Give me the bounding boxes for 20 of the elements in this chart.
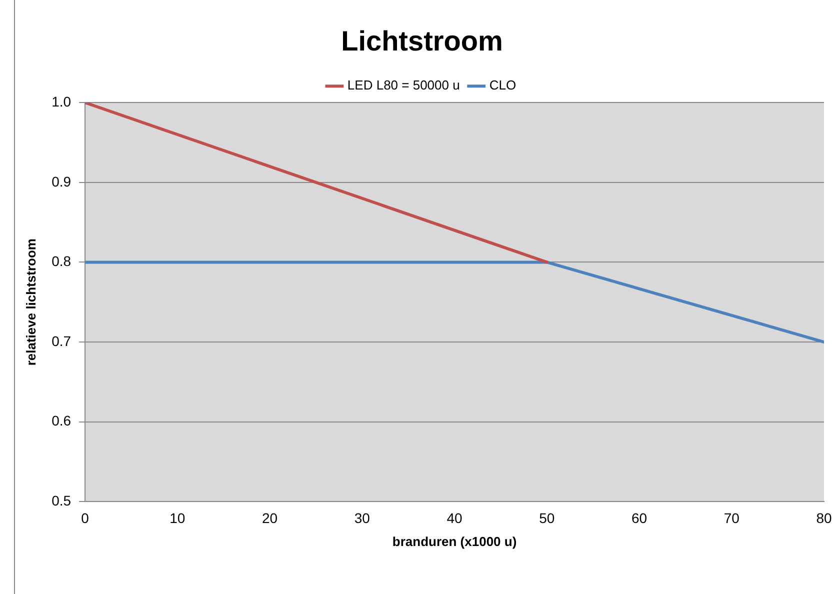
legend-label: CLO	[489, 78, 516, 93]
y-tick-label: 0.6	[52, 412, 72, 429]
chart-title: Lichtstroom	[341, 26, 503, 57]
x-tick-label: 80	[816, 510, 832, 526]
y-tick-label: 0.9	[52, 173, 72, 190]
y-tick-label: 0.8	[52, 253, 72, 270]
x-tick-label: 0	[81, 510, 90, 526]
legend-label: LED L80 = 50000 u	[347, 78, 460, 93]
y-tick-label: 0.7	[52, 332, 72, 349]
x-tick-label: 20	[262, 510, 278, 526]
x-tick-label: 50	[539, 510, 555, 526]
x-axis-title: branduren (x1000 u)	[392, 534, 517, 549]
x-tick-label: 60	[631, 510, 648, 526]
y-tick-label: 0.5	[52, 492, 72, 508]
x-tick-label: 30	[354, 510, 370, 526]
x-tick-label: 40	[446, 510, 463, 526]
y-axis-title: relatieve lichtstroom	[23, 238, 38, 366]
y-tick-label: 1.0	[52, 93, 72, 110]
x-tick-label: 70	[724, 510, 740, 526]
x-tick-label: 10	[170, 510, 186, 526]
